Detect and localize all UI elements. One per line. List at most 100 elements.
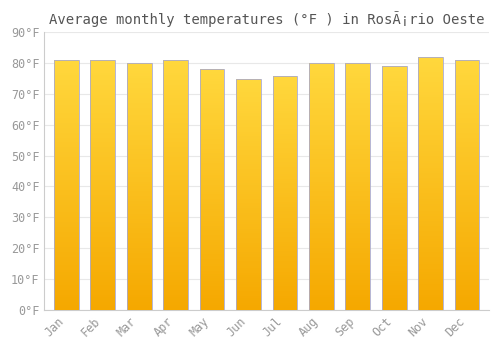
Bar bbox=[272, 239, 297, 242]
Bar bbox=[54, 85, 78, 88]
Bar bbox=[200, 125, 224, 127]
Bar bbox=[200, 166, 224, 168]
Bar bbox=[90, 155, 115, 158]
Bar bbox=[382, 132, 406, 134]
Bar bbox=[454, 150, 479, 153]
Bar bbox=[309, 248, 334, 251]
Bar bbox=[54, 287, 78, 290]
Bar bbox=[200, 288, 224, 290]
Bar bbox=[418, 226, 443, 229]
Bar bbox=[236, 102, 261, 104]
Bar bbox=[272, 108, 297, 111]
Bar bbox=[90, 197, 115, 200]
Bar bbox=[346, 172, 370, 174]
Bar bbox=[236, 210, 261, 213]
Bar bbox=[454, 270, 479, 272]
Bar bbox=[272, 190, 297, 192]
Bar bbox=[54, 215, 78, 217]
Bar bbox=[236, 171, 261, 173]
Bar bbox=[454, 205, 479, 208]
Bar bbox=[90, 100, 115, 103]
Bar bbox=[54, 193, 78, 195]
Bar bbox=[90, 187, 115, 190]
Bar bbox=[454, 182, 479, 185]
Bar bbox=[163, 85, 188, 88]
Bar bbox=[346, 120, 370, 122]
Bar bbox=[236, 236, 261, 238]
Bar bbox=[309, 209, 334, 211]
Bar bbox=[90, 115, 115, 118]
Bar bbox=[309, 201, 334, 204]
Bar bbox=[272, 284, 297, 286]
Bar bbox=[127, 142, 152, 145]
Bar bbox=[309, 130, 334, 132]
Bar bbox=[382, 266, 406, 268]
Bar bbox=[418, 176, 443, 178]
Bar bbox=[90, 217, 115, 220]
Bar bbox=[418, 183, 443, 186]
Bar bbox=[309, 137, 334, 140]
Bar bbox=[90, 297, 115, 300]
Bar bbox=[54, 105, 78, 107]
Bar bbox=[90, 107, 115, 110]
Bar bbox=[272, 249, 297, 251]
Bar bbox=[309, 98, 334, 100]
Bar bbox=[454, 242, 479, 245]
Bar bbox=[309, 280, 334, 282]
Bar bbox=[90, 80, 115, 83]
Bar bbox=[309, 140, 334, 142]
Bar bbox=[418, 98, 443, 100]
Bar bbox=[346, 88, 370, 90]
Bar bbox=[236, 291, 261, 294]
Bar bbox=[127, 280, 152, 282]
Bar bbox=[382, 183, 406, 186]
Bar bbox=[127, 278, 152, 280]
Bar bbox=[127, 83, 152, 85]
Bar bbox=[90, 290, 115, 292]
Bar bbox=[236, 81, 261, 83]
Bar bbox=[309, 221, 334, 223]
Bar bbox=[200, 120, 224, 122]
Bar bbox=[200, 218, 224, 221]
Bar bbox=[54, 237, 78, 240]
Bar bbox=[454, 75, 479, 78]
Bar bbox=[418, 57, 443, 60]
Bar bbox=[454, 217, 479, 220]
Bar bbox=[127, 112, 152, 115]
Bar bbox=[272, 282, 297, 284]
Bar bbox=[309, 90, 334, 93]
Bar bbox=[346, 154, 370, 157]
Bar bbox=[200, 158, 224, 161]
Bar bbox=[309, 83, 334, 85]
Bar bbox=[200, 235, 224, 238]
Bar bbox=[236, 167, 261, 169]
Bar bbox=[309, 293, 334, 295]
Bar bbox=[382, 186, 406, 188]
Bar bbox=[90, 85, 115, 88]
Bar bbox=[236, 305, 261, 307]
Bar bbox=[454, 187, 479, 190]
Bar bbox=[200, 216, 224, 218]
Bar bbox=[54, 220, 78, 222]
Bar bbox=[163, 127, 188, 130]
Bar bbox=[200, 163, 224, 166]
Bar bbox=[309, 80, 334, 83]
Bar bbox=[418, 168, 443, 171]
Bar bbox=[382, 305, 406, 307]
Bar bbox=[163, 80, 188, 83]
Bar bbox=[382, 246, 406, 249]
Bar bbox=[90, 142, 115, 145]
Bar bbox=[90, 103, 115, 105]
Bar bbox=[163, 277, 188, 280]
Bar bbox=[236, 88, 261, 90]
Bar bbox=[309, 233, 334, 236]
Bar bbox=[54, 185, 78, 187]
Bar bbox=[127, 191, 152, 194]
Bar bbox=[418, 191, 443, 194]
Bar bbox=[127, 73, 152, 76]
Bar bbox=[127, 260, 152, 263]
Bar bbox=[454, 105, 479, 107]
Bar bbox=[309, 95, 334, 98]
Bar bbox=[200, 250, 224, 252]
Bar bbox=[200, 185, 224, 187]
